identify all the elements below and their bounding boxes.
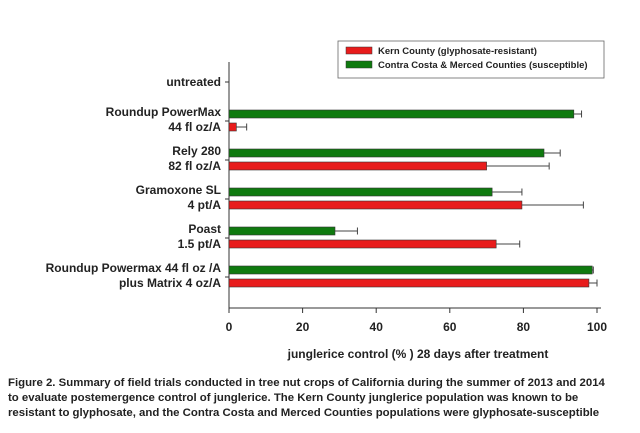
legend-label: Kern County (glyphosate-resistant) [378, 46, 537, 57]
bar-resistant [228, 200, 523, 210]
legend-swatch [345, 46, 373, 55]
x-tick-label: 0 [226, 320, 233, 334]
category-label: Poast [188, 222, 221, 236]
category-label: 4 pt/A [188, 198, 222, 212]
category-label: Gramoxone SL [136, 183, 221, 197]
bar-resistant [228, 278, 590, 288]
caption-line: resistant to glyphosate, and the Contra … [8, 407, 600, 419]
x-tick-label: 80 [517, 320, 531, 334]
x-tick-label: 60 [443, 320, 457, 334]
bar-susceptible [228, 148, 545, 158]
bar-susceptible [228, 109, 575, 119]
legend-label: Contra Costa & Merced Counties (suscepti… [378, 60, 588, 71]
bar-resistant [228, 161, 487, 171]
legend-swatch [345, 60, 373, 69]
figure-caption: Figure 2. Summary of field trials conduc… [8, 376, 638, 421]
bar-susceptible [228, 265, 593, 275]
category-label: 1.5 pt/A [178, 237, 222, 251]
category-label: Rely 280 [172, 144, 221, 158]
bar-susceptible [228, 187, 493, 197]
x-tick-label: 100 [587, 320, 607, 334]
category-label: plus Matrix 4 oz/A [119, 276, 221, 290]
category-label: 82 fl oz/A [168, 159, 221, 173]
caption-line: to evaluate postemergence control of jun… [8, 392, 579, 404]
x-tick-label: 20 [296, 320, 310, 334]
category-label: untreated [166, 75, 221, 89]
category-label: 44 fl oz/A [168, 120, 221, 134]
category-label: Roundup PowerMax [106, 105, 222, 119]
x-tick-label: 40 [370, 320, 384, 334]
bar-susceptible [228, 226, 336, 236]
category-label: Roundup Powermax 44 fl oz /A [46, 261, 222, 275]
bar-resistant [228, 239, 497, 249]
bar-resistant [228, 122, 237, 132]
legend-box [337, 40, 605, 79]
bar-chart: 0 20 40 60 80 100 junglerice control (% ) 28 d… [46, 40, 607, 361]
caption-line: Figure 2. Summary of field trials conduc… [8, 377, 605, 389]
x-axis-label: junglerice control (% ) 28 days after tr… [287, 347, 549, 361]
